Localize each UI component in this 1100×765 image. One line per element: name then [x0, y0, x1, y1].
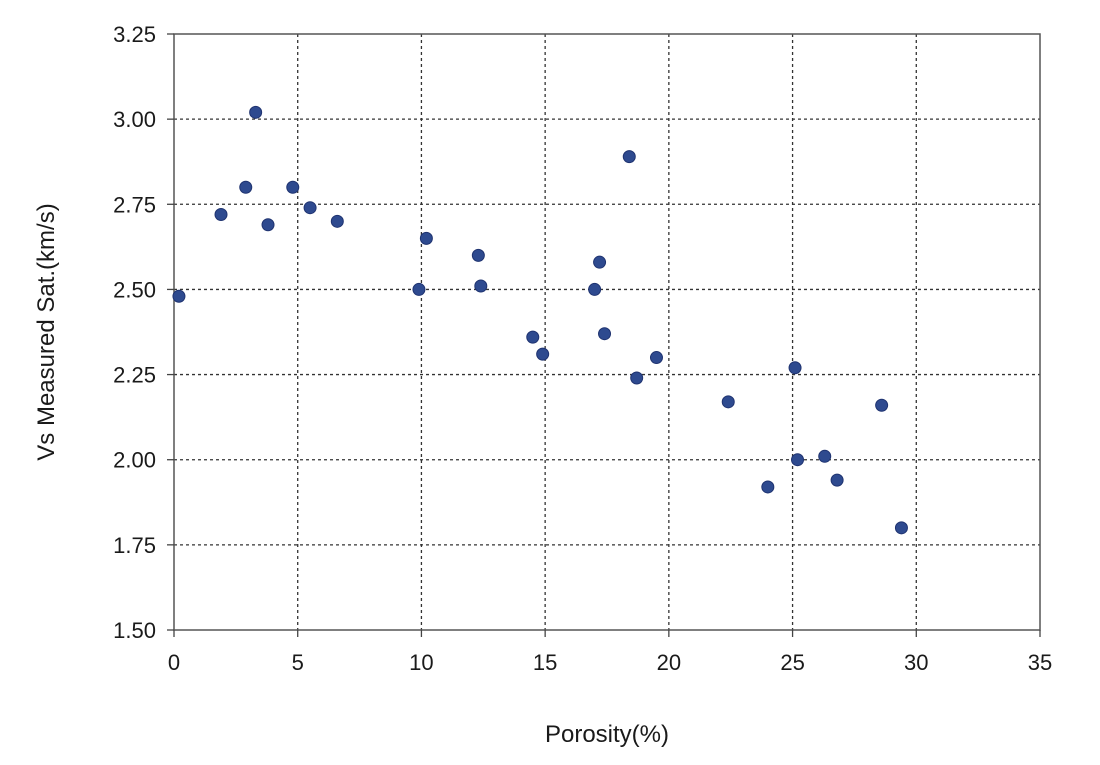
data-point — [471, 248, 485, 262]
y-tick-label: 3.00 — [113, 107, 156, 132]
data-point — [894, 521, 908, 535]
data-point — [172, 289, 186, 303]
data-point — [419, 231, 433, 245]
x-tick-label: 35 — [1028, 650, 1052, 675]
data-point — [412, 282, 426, 296]
y-tick-label: 2.50 — [113, 277, 156, 302]
data-point — [239, 180, 253, 194]
data-point — [788, 361, 802, 375]
data-point — [588, 282, 602, 296]
data-point — [261, 218, 275, 232]
data-point — [536, 347, 550, 361]
y-axis-title: Vs Measured Sat.(km/s) — [33, 203, 60, 460]
plot-area-frame — [173, 33, 1041, 631]
y-tick-label: 1.75 — [113, 533, 156, 558]
data-point — [818, 449, 832, 463]
data-point — [649, 351, 663, 365]
data-point — [249, 105, 263, 119]
data-point — [830, 473, 844, 487]
data-point — [630, 371, 644, 385]
data-points — [172, 105, 908, 535]
y-tick-label: 1.50 — [113, 618, 156, 643]
data-point — [598, 327, 612, 341]
data-point — [303, 201, 317, 215]
x-axis-title: Porosity(%) — [545, 721, 669, 748]
y-tick-label: 2.00 — [113, 448, 156, 473]
data-point — [474, 279, 488, 293]
x-tick-label: 0 — [168, 650, 180, 675]
x-tick-label: 30 — [904, 650, 928, 675]
data-point — [721, 395, 735, 409]
data-point — [286, 180, 300, 194]
x-tick-label: 25 — [780, 650, 804, 675]
data-point — [214, 208, 228, 222]
data-point — [791, 453, 805, 467]
x-tick-label: 15 — [533, 650, 557, 675]
x-tick-label: 20 — [657, 650, 681, 675]
x-tick-label: 5 — [292, 650, 304, 675]
data-point — [761, 480, 775, 494]
axes — [167, 33, 1041, 637]
y-tick-label: 3.25 — [113, 22, 156, 47]
data-point — [526, 330, 540, 344]
y-tick-label: 2.25 — [113, 363, 156, 388]
data-point — [330, 214, 344, 228]
x-tick-label: 10 — [409, 650, 433, 675]
data-point — [593, 255, 607, 269]
data-point — [622, 150, 636, 164]
data-point — [875, 398, 889, 412]
tick-labels: 0 5 10 15 20 25 30 35 1.50 1.75 2.00 2.25 2.50 2.75 3.… — [113, 22, 1052, 675]
grid-lines — [174, 34, 1040, 630]
y-tick-label: 2.75 — [113, 192, 156, 217]
